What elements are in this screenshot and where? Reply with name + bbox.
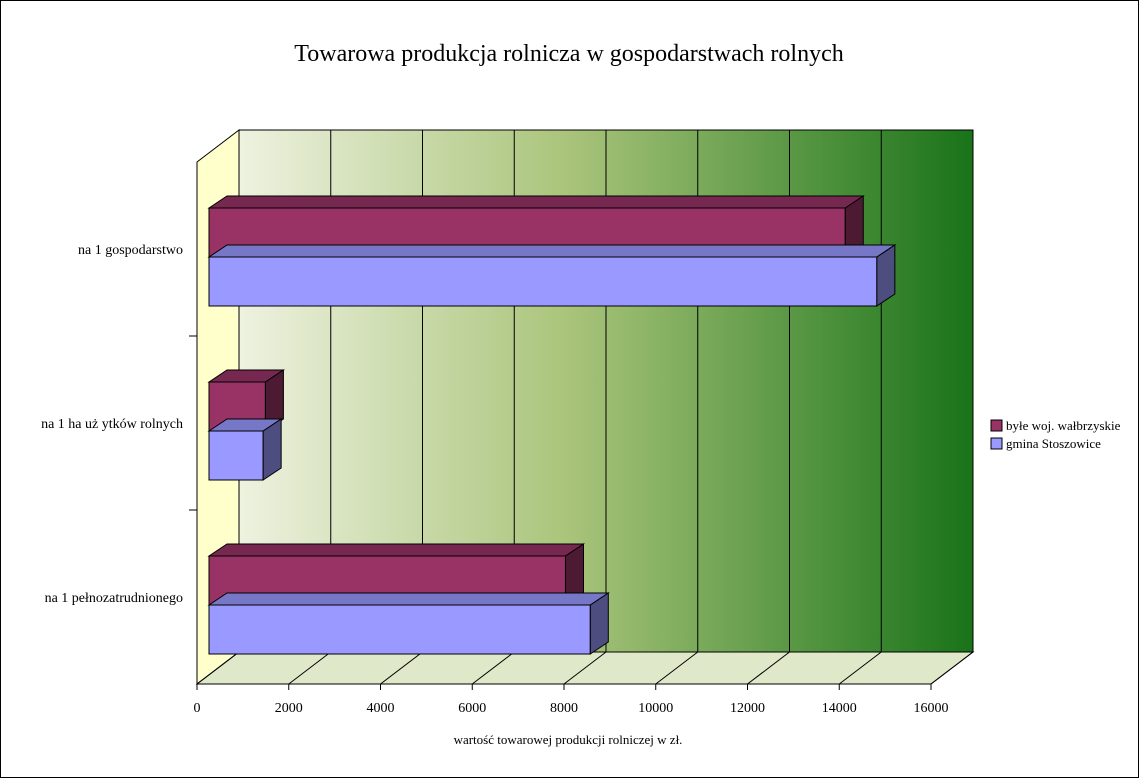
bar-side-face [262, 418, 282, 481]
gridline-floor [655, 651, 699, 685]
bar-side-face [876, 244, 896, 307]
x-axis-label: wartość towarowej produkcji rolniczej w … [454, 732, 683, 747]
bar-top-face [207, 195, 865, 209]
x-tick-label: 0 [194, 701, 201, 716]
legend-label: gmina Stoszowice [1006, 436, 1101, 451]
x-tick-label: 12000 [730, 701, 765, 716]
gridline-floor [930, 651, 974, 685]
bar-stoszowice [208, 604, 591, 655]
x-tick-label: 16000 [914, 701, 949, 716]
gridline-floor [471, 651, 515, 685]
legend-label: byłe woj. wałbrzyskie [1006, 418, 1121, 433]
gridline-floor [838, 651, 882, 685]
bar-top-face [207, 244, 897, 258]
gridline-floor [288, 651, 332, 685]
category-label: na 1 pełnozatrudnionego [45, 591, 183, 606]
bar-top-face [207, 543, 586, 557]
gridline-floor [747, 651, 790, 685]
gridline-floor [563, 651, 607, 685]
x-tick-label: 4000 [367, 701, 395, 716]
bar-top-face [207, 592, 610, 606]
legend-swatch [990, 419, 1003, 432]
bar-stoszowice [208, 430, 264, 481]
category-label: na 1 ha uż ytków rolnych [41, 417, 183, 432]
legend-swatch [990, 437, 1003, 450]
chart-title: Towarowa produkcja rolnicza w gospodarst… [294, 41, 843, 67]
x-tick-label: 8000 [550, 701, 578, 716]
x-tick-label: 14000 [822, 701, 857, 716]
x-tick-label: 6000 [458, 701, 486, 716]
gridline-floor [380, 651, 423, 685]
x-tick-label: 2000 [275, 701, 303, 716]
bar-side-face [264, 369, 284, 432]
bar-stoszowice [208, 256, 878, 307]
x-tick-label: 10000 [638, 701, 673, 716]
category-label: na 1 gospodarstwo [78, 243, 183, 258]
bar-side-face [589, 592, 609, 655]
gridline-floor [196, 651, 240, 685]
